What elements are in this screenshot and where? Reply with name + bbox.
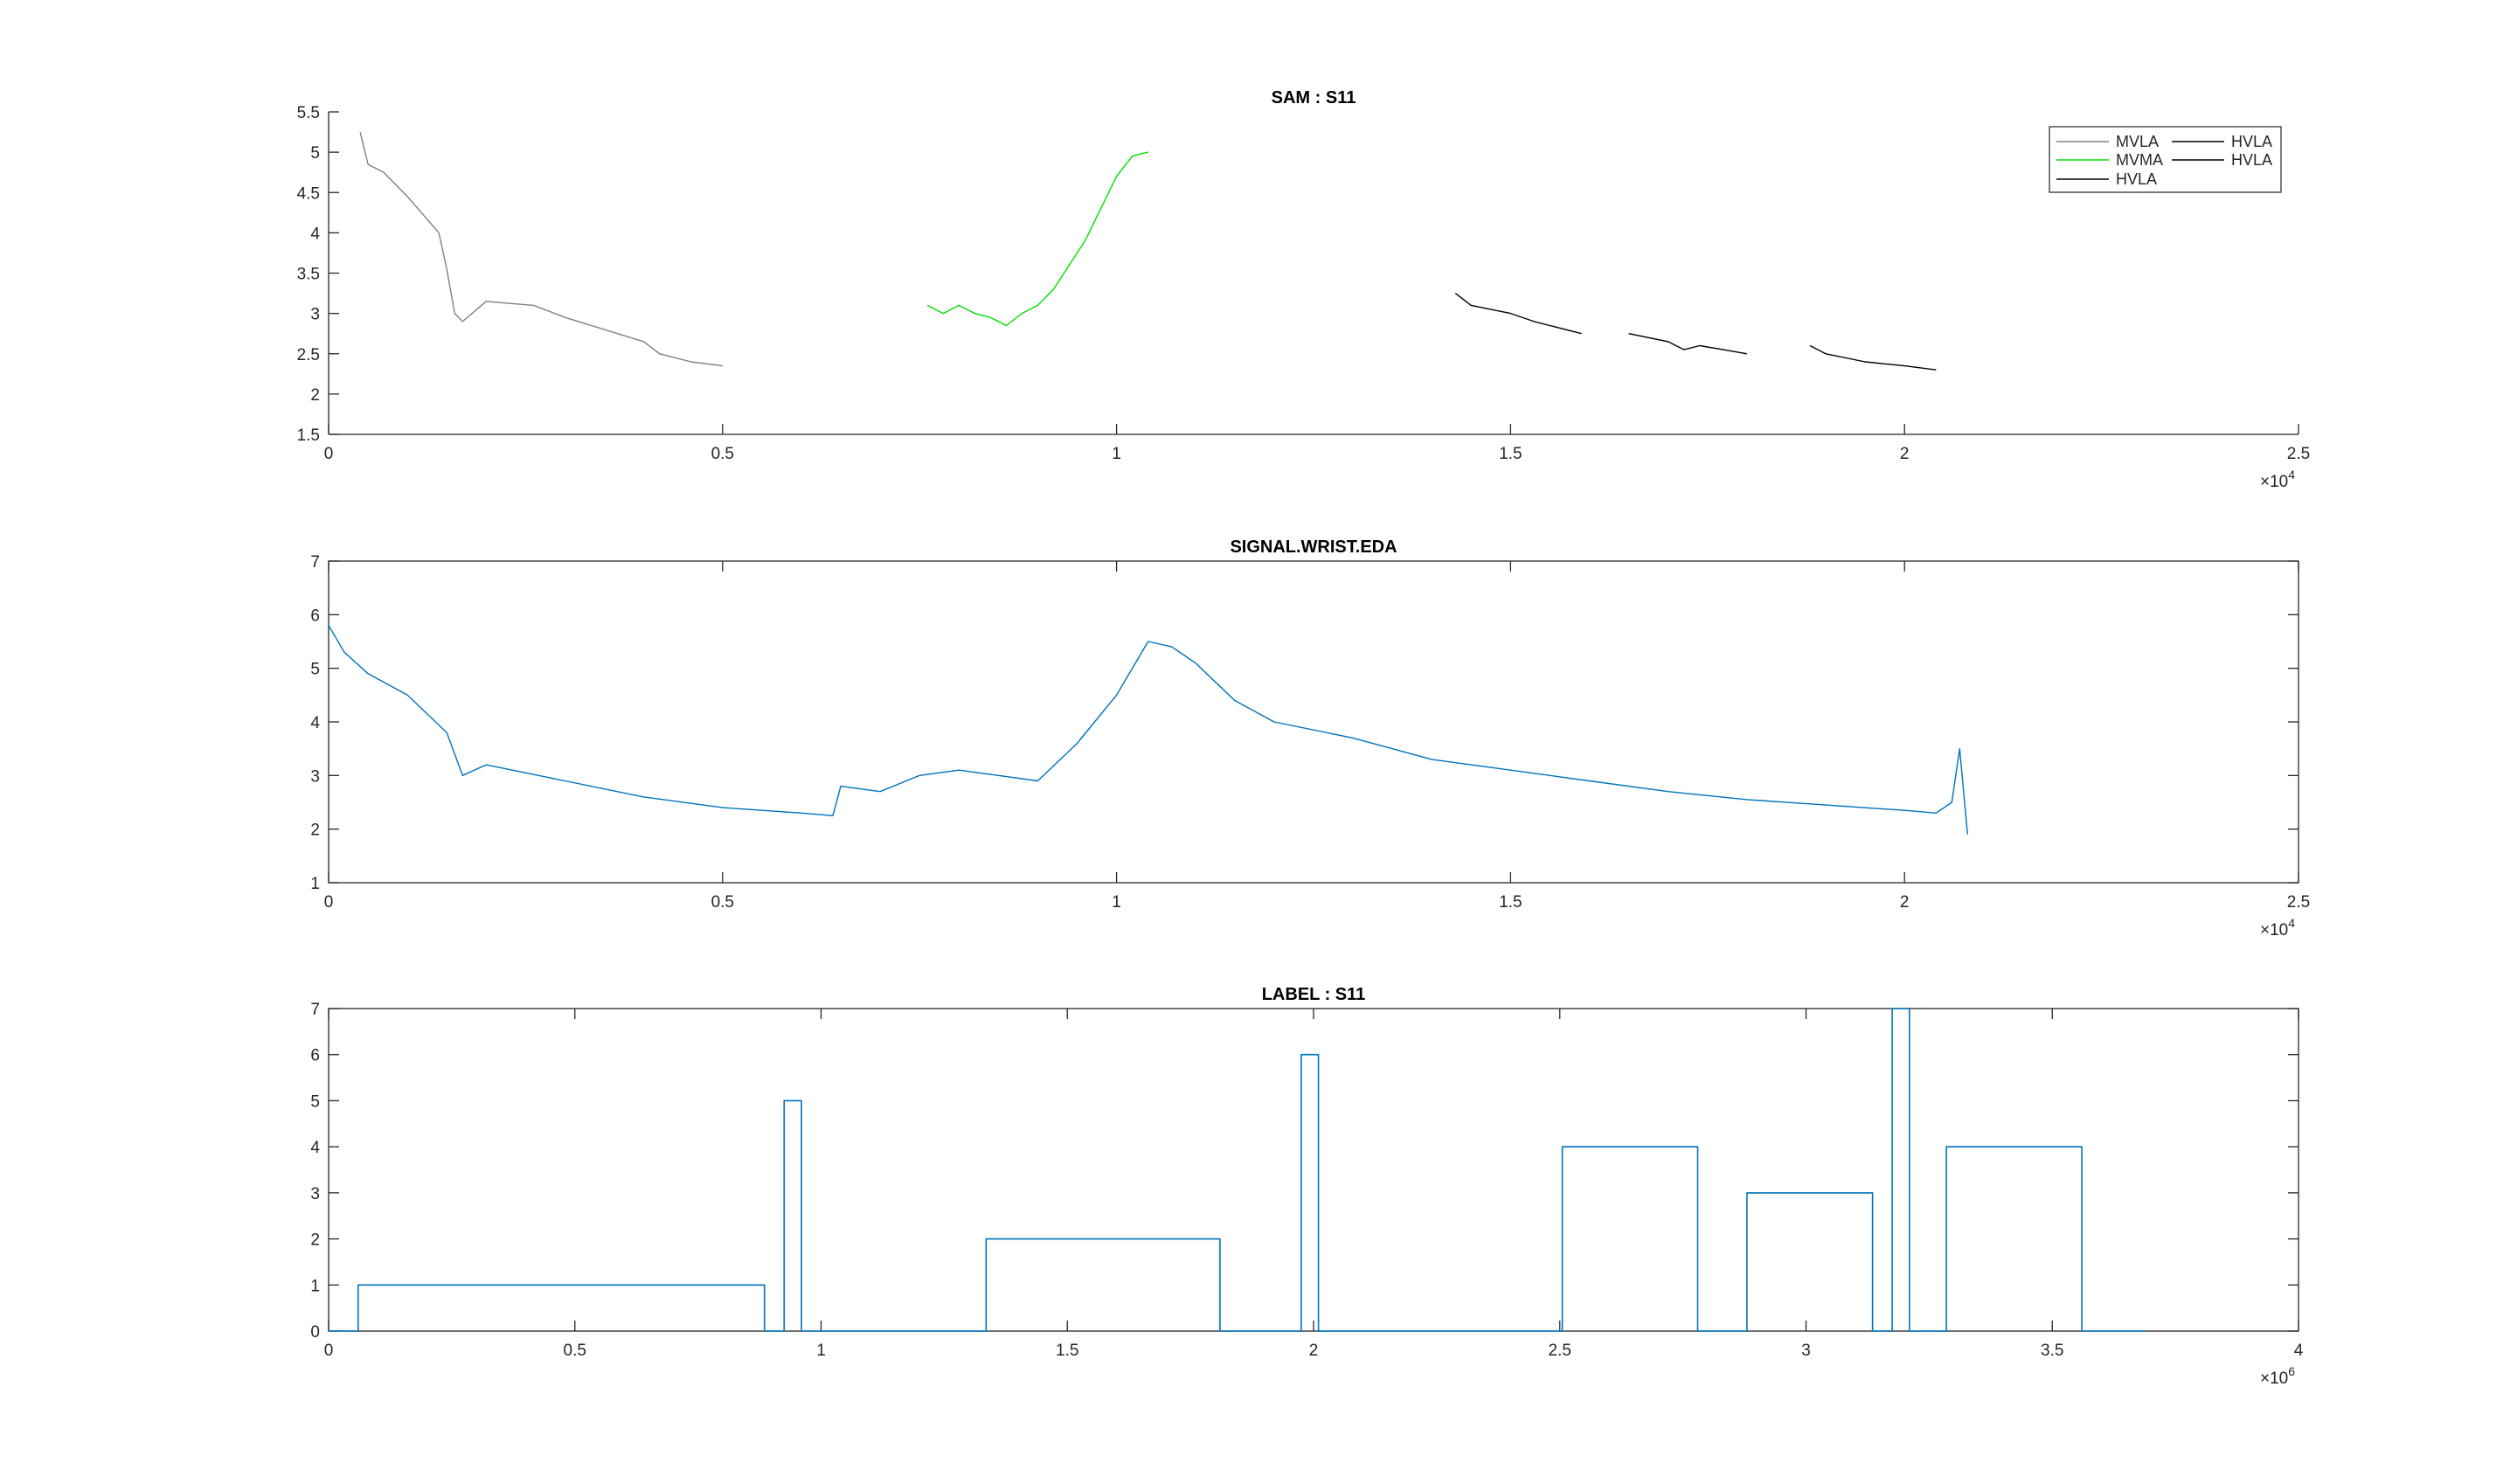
y-tick-label: 5 [310, 661, 320, 679]
x-tick-label: 0 [324, 893, 334, 912]
subplot-2: 0 0.5 1 1.5 2 2.5 1 2 3 4 5 6 7 SIGNAL.WRIST.EDA ×104 [310, 537, 2310, 940]
x-exponent-label: ×104 [2260, 468, 2295, 491]
x-tick-label: 0 [324, 445, 334, 463]
x-tick-label: 1 [1112, 893, 1121, 912]
x-exponent-label: ×106 [2260, 1364, 2295, 1388]
x-tick-label: 1.5 [1499, 445, 1522, 463]
y-tick-label: 4 [310, 1139, 320, 1157]
y-tick-label: 3 [310, 1185, 320, 1203]
legend-entry: MVLA [2116, 133, 2159, 150]
x-tick-label: 2 [1900, 445, 1910, 463]
series-line-3 [1454, 293, 1582, 335]
x-tick-label: 2.5 [2287, 893, 2310, 912]
x-tick-label: 1.5 [1056, 1342, 1078, 1360]
legend-entry: HVLA [2231, 151, 2272, 169]
series-line-1 [359, 131, 723, 367]
subplot-1: 0 0.5 1 1.5 2 2.5 1.5 2 2.5 3 3.5 4 4.5 5 5.5 SAM : S11… [297, 88, 2311, 491]
x-exponent-power: 6 [2288, 1364, 2295, 1378]
y-tick-label: 4 [310, 714, 320, 732]
chart-title: SIGNAL.WRIST.EDA [1230, 537, 1397, 557]
x-tick-label: 3 [1801, 1342, 1811, 1360]
y-tick-label: 3 [310, 767, 320, 786]
y-tick-label: 6 [310, 607, 320, 625]
axes-box [328, 560, 2299, 884]
y-tick-label: 5.5 [297, 104, 320, 122]
series-line-5 [1809, 344, 1937, 371]
x-tick-label: 1.5 [1499, 893, 1522, 912]
x-tick-label: 0.5 [564, 1342, 586, 1360]
y-tick-label: 0 [310, 1323, 320, 1342]
y-tick-label: 7 [310, 553, 320, 572]
y-tick-label: 6 [310, 1047, 320, 1065]
subplot-3: 0 0.5 1 1.5 2 2.5 3 3.5 4 0 1 2 3 4 5 6 7 LABEL : S11 ×106 [310, 985, 2303, 1388]
x-tick-label: 2 [1309, 1342, 1319, 1360]
y-tick-label: 4.5 [297, 184, 320, 203]
y-tick-label: 5 [310, 144, 320, 163]
y-tick-label: 1 [310, 1277, 320, 1295]
y-tick-label: 1 [310, 875, 320, 893]
series-line-4 [1628, 333, 1748, 355]
x-tick-label: 2.5 [2287, 445, 2310, 463]
y-tick-label: 5 [310, 1092, 320, 1111]
y-tick-label: 1.5 [297, 426, 320, 445]
x-tick-label: 0 [324, 1342, 334, 1360]
x-tick-label: 0.5 [711, 445, 734, 463]
y-tick-label: 3.5 [297, 266, 320, 284]
chart-title: SAM : S11 [1272, 88, 1356, 107]
y-tick-label: 2.5 [297, 346, 320, 364]
series-line-1 [328, 625, 1968, 835]
legend-entry: MVMA [2116, 151, 2163, 169]
y-tick-label: 2 [310, 1231, 320, 1250]
y-tick-label: 7 [310, 1001, 320, 1019]
y-tick-label: 2 [310, 386, 320, 405]
x-tick-label: 2.5 [1549, 1342, 1571, 1360]
x-tick-label: 0.5 [711, 893, 734, 912]
y-tick-label: 2 [310, 822, 320, 840]
series-line-2 [926, 151, 1148, 327]
x-tick-label: 3.5 [2041, 1342, 2063, 1360]
series-line-1 [329, 1008, 2146, 1332]
legend-entry: HVLA [2116, 170, 2157, 188]
y-tick-label: 4 [310, 225, 320, 243]
x-exponent-label: ×104 [2260, 916, 2295, 940]
x-tick-label: 2 [1900, 893, 1910, 912]
y-tick-label: 3 [310, 306, 320, 324]
axes-box [328, 1008, 2299, 1332]
x-exponent-power: 4 [2288, 468, 2295, 482]
x-exponent-power: 4 [2288, 916, 2295, 930]
x-tick-label: 4 [2294, 1342, 2304, 1360]
legend-entry: HVLA [2231, 133, 2272, 150]
x-tick-label: 1 [1112, 445, 1121, 463]
chart-title: LABEL : S11 [1262, 985, 1366, 1004]
x-tick-label: 1 [816, 1342, 826, 1360]
